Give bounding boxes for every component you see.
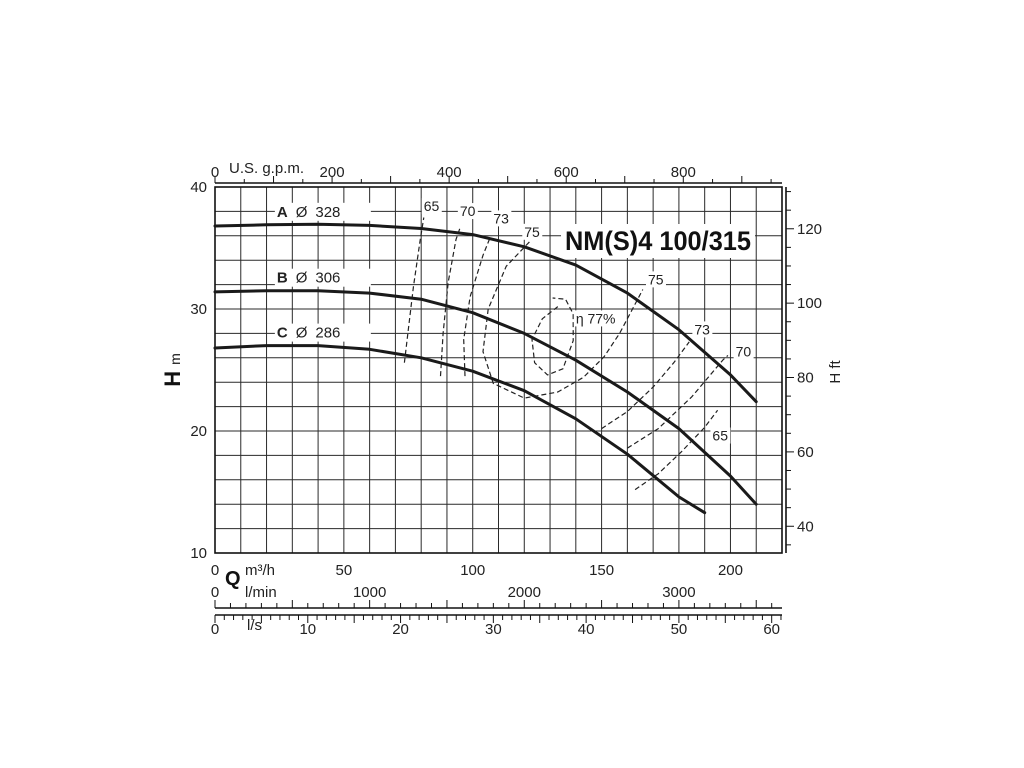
curve-label-bg (274, 323, 371, 342)
x-lmin-tick-label: 2000 (508, 584, 541, 601)
x-m3h-tick-label: 200 (718, 562, 743, 579)
x-m3h-tick-label: 0 (211, 562, 219, 579)
x-m3h-tick-label: 100 (460, 562, 485, 579)
efficiency-label-bg (522, 223, 543, 240)
efficiency-contour-line (463, 235, 492, 377)
head-curve-c (213, 344, 707, 515)
curve-label-c: C Ø 286 (277, 325, 341, 342)
x-m3h-tick-label: 50 (336, 562, 353, 579)
efficiency-contour-label: 75 (648, 271, 664, 287)
efficiency-label-bg (491, 210, 512, 227)
head-curves (213, 222, 758, 515)
efficiency-contour-line (403, 217, 425, 363)
diameter-value: 306 (315, 270, 340, 287)
y-left-symbol: H (160, 371, 185, 387)
top-axis-tick-label: 400 (437, 164, 462, 181)
efficiency-contour-line (634, 409, 719, 491)
efficiency-contour-line (439, 228, 461, 377)
y-right-tick-label: 120 (797, 221, 822, 238)
efficiency-label-bg (645, 271, 666, 288)
diameter-symbol: Ø (296, 325, 308, 342)
x-ls-tick-label: 60 (763, 621, 780, 638)
top-axis-tick-label: 0 (211, 164, 219, 181)
efficiency-contour-line (601, 341, 690, 430)
efficiency-contour-label: 73 (493, 210, 509, 226)
y-right-tick-label: 80 (797, 370, 814, 387)
x-lmin-tick-label: 3000 (662, 584, 695, 601)
efficiency-contour-label: 70 (736, 343, 752, 359)
efficiency-contour-label: 73 (694, 321, 710, 337)
curve-label-a: A Ø 328 (277, 204, 341, 221)
top-axis-tick-label: 800 (671, 164, 696, 181)
plot-frame (214, 186, 783, 554)
x-ls-tick-label: 20 (392, 621, 409, 638)
head-curve-b (213, 289, 758, 506)
curve-letter: A (277, 204, 288, 221)
y-right-tick-label: 60 (797, 444, 814, 461)
x-ls-tick-label: 40 (578, 621, 595, 638)
curve-label-bg (274, 202, 371, 221)
curve-label-bg (274, 268, 371, 287)
diameter-value: 286 (315, 325, 340, 342)
top-axis-tick-label: 600 (554, 164, 579, 181)
efficiency-contours: 65 65 70 70 73 73 75 75 η 77% (403, 198, 754, 491)
grid-lines (214, 186, 783, 554)
x-lmin-tick-label: 0 (211, 584, 219, 601)
efficiency-contour-line (531, 297, 574, 376)
y-right-tick-label: 40 (797, 518, 814, 535)
diameter-symbol: Ø (296, 270, 308, 287)
efficiency-label-bg (457, 203, 478, 220)
curve-letter: B (277, 270, 288, 287)
efficiency-label-bg (573, 310, 618, 327)
chart-title: NM(S)4 100/315 (565, 226, 751, 256)
top-axis-tick-label: 200 (320, 164, 345, 181)
y-left-tick-label: 30 (190, 301, 207, 318)
diameter-value: 328 (315, 204, 340, 221)
y-right-tick-label: 100 (797, 295, 822, 312)
y-left-tick-label: 40 (190, 179, 207, 196)
x-ls-tick-label: 0 (211, 621, 219, 638)
x-axis-symbol: Q (225, 568, 241, 590)
title-bg (561, 224, 755, 258)
head-curve-a (213, 222, 758, 404)
efficiency-label-bg (710, 427, 731, 444)
diameter-symbol: Ø (296, 204, 308, 221)
efficiency-contour-label: η 77% (576, 310, 616, 326)
efficiency-contour-line (627, 354, 729, 449)
efficiency-contour-label: 65 (712, 428, 728, 444)
y-left-tick-label: 20 (190, 423, 207, 440)
efficiency-contour-line (482, 241, 644, 399)
x-lmin-tick-label: 1000 (353, 584, 386, 601)
efficiency-label-bg (421, 198, 442, 215)
x-ls-tick-label: 50 (671, 621, 688, 638)
efficiency-label-bg (733, 343, 754, 360)
y-left-axis-label: Hm (160, 353, 185, 387)
x-ls-tick-label: 10 (299, 621, 316, 638)
x-m3h-unit: m³/h (245, 562, 275, 579)
x-lmin-unit: l/min (245, 584, 277, 601)
efficiency-contour-label: 65 (424, 198, 440, 214)
x-m3h-tick-label: 150 (589, 562, 614, 579)
top-axis-unit: U.S. g.p.m. (229, 160, 304, 177)
efficiency-label-bg (692, 321, 713, 338)
curve-letter: C (277, 325, 288, 342)
y-left-tick-label: 10 (190, 545, 207, 562)
y-left-unit: m (167, 353, 183, 365)
y-right-axis-label: H ft (827, 360, 844, 384)
x-ls-unit: l/s (247, 617, 262, 634)
x-ls-tick-label: 30 (485, 621, 502, 638)
efficiency-contour-label: 75 (524, 224, 540, 240)
curve-label-b: B Ø 306 (277, 270, 341, 287)
efficiency-contour-label: 70 (460, 203, 476, 219)
